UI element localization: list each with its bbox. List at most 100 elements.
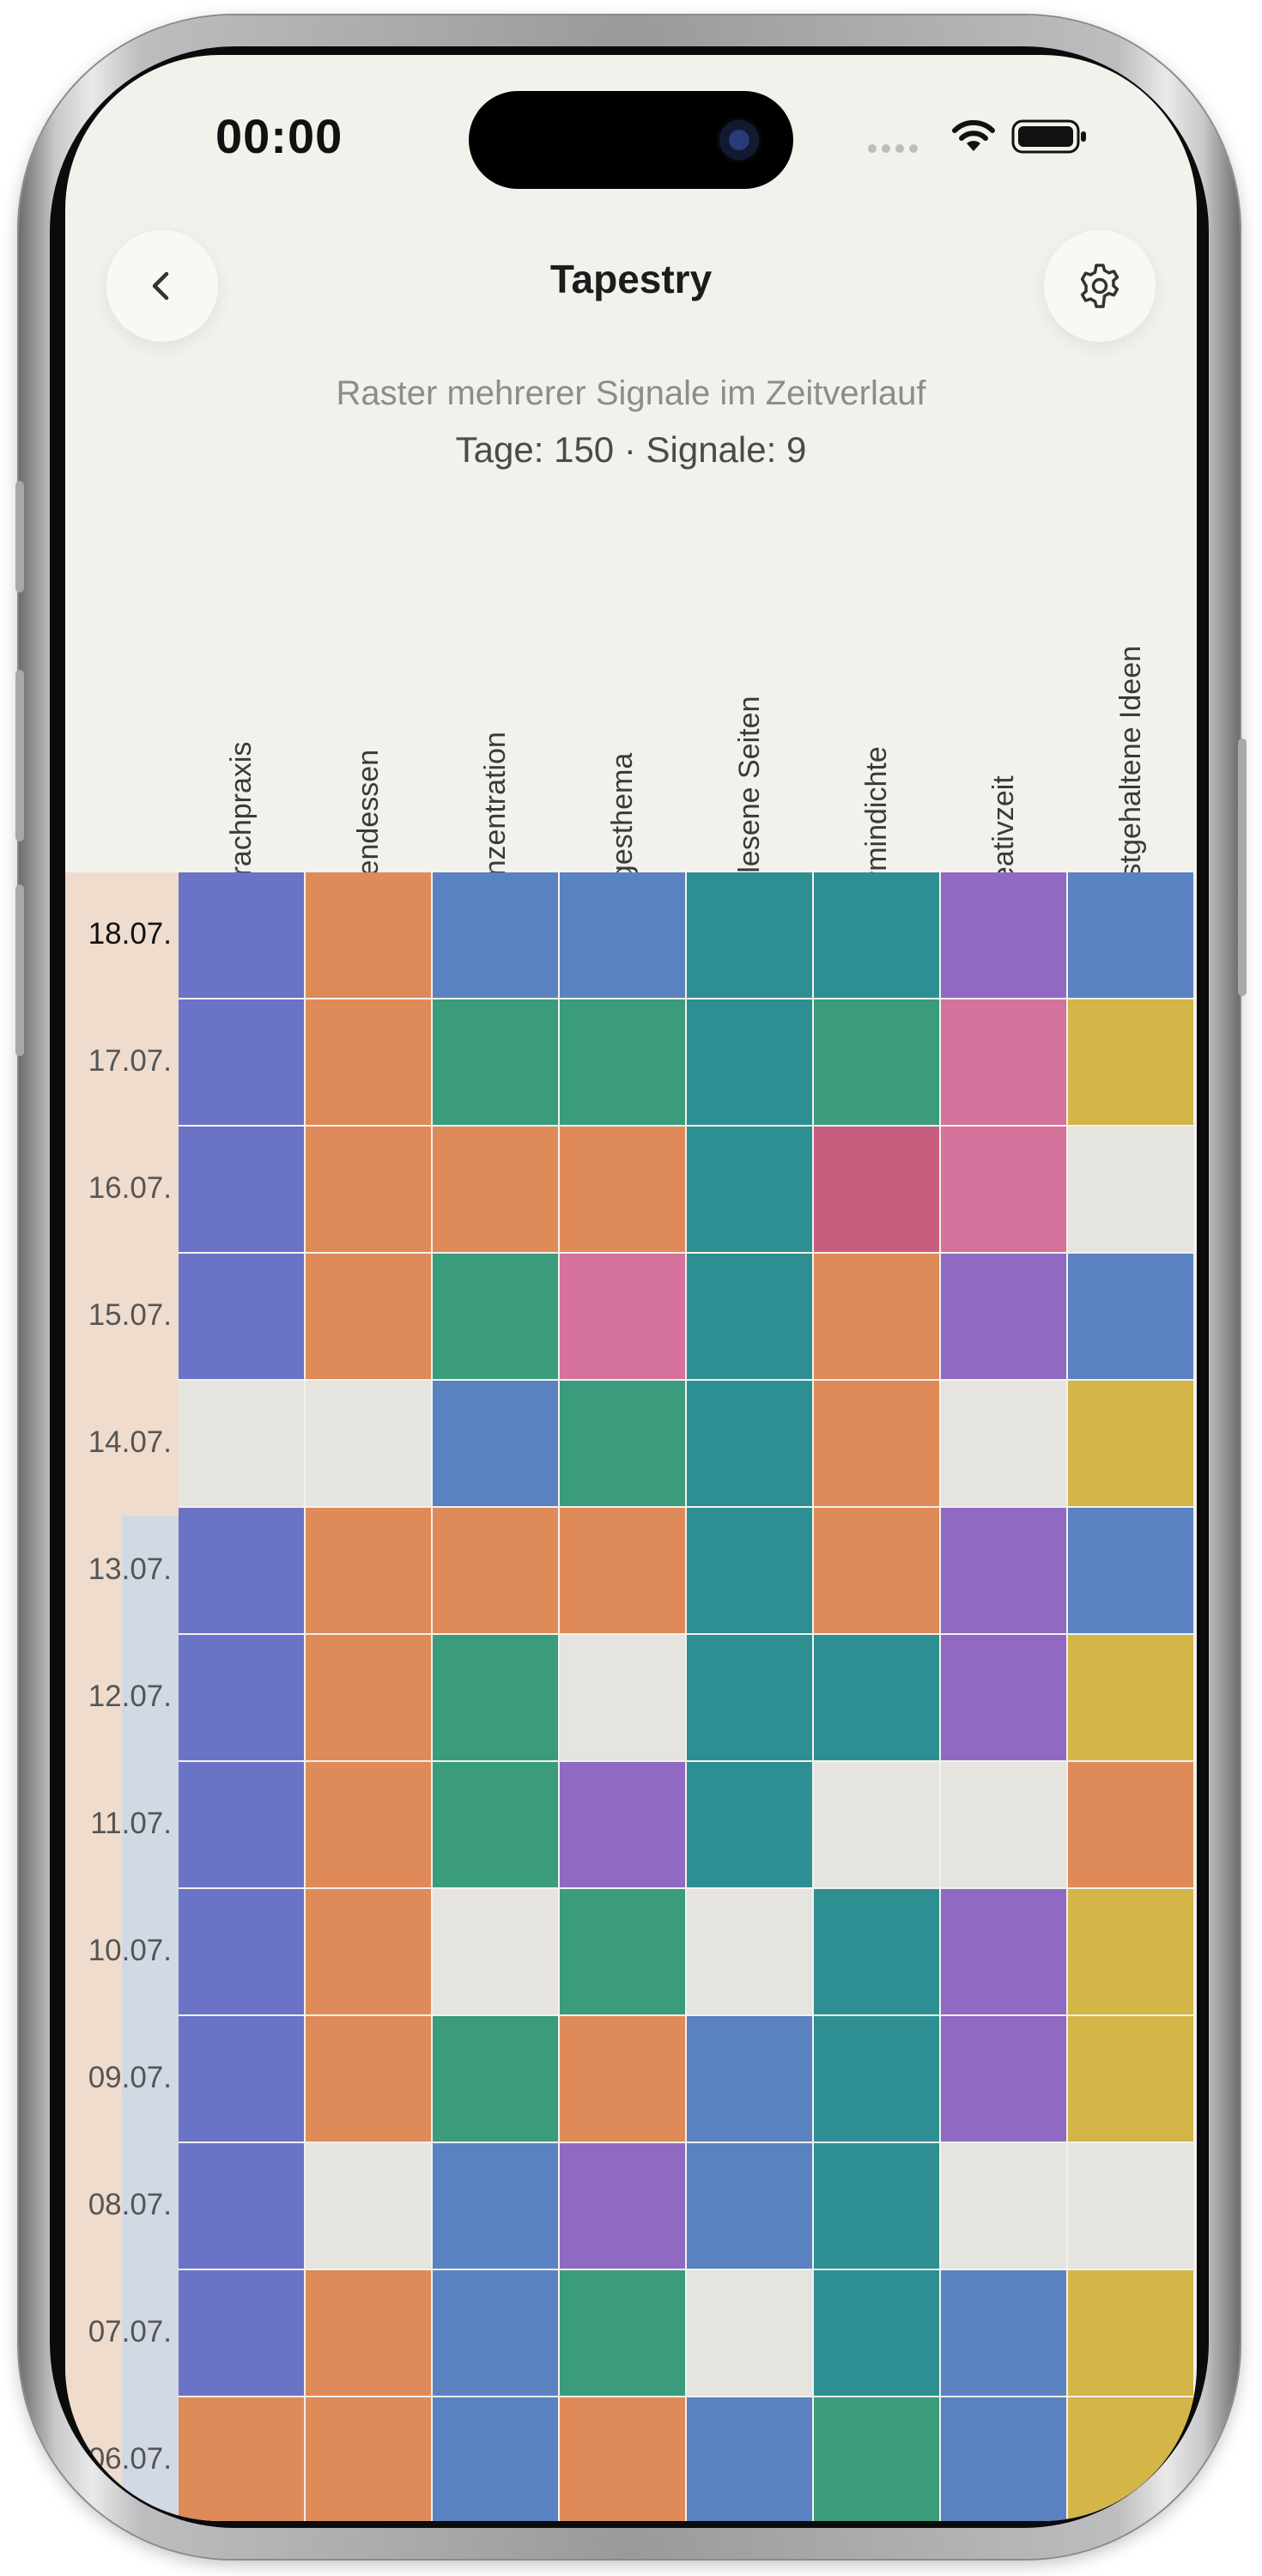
grid-cell[interactable] [814, 1889, 939, 2014]
grid-cell[interactable] [1068, 2016, 1193, 2142]
grid-cell[interactable] [560, 2270, 685, 2396]
grid-cell[interactable] [179, 872, 304, 998]
grid-cell[interactable] [306, 872, 431, 998]
settings-button[interactable] [1044, 230, 1156, 342]
grid-cell[interactable] [433, 1381, 558, 1506]
grid-cell[interactable] [941, 2397, 1066, 2521]
grid-cell[interactable] [814, 1254, 939, 1379]
grid-cell[interactable] [560, 1762, 685, 1887]
grid-cell[interactable] [560, 1889, 685, 2014]
grid-cell[interactable] [1068, 1127, 1193, 1252]
grid-cell[interactable] [433, 2143, 558, 2269]
grid-cell[interactable] [687, 1635, 812, 1760]
grid-cell[interactable] [179, 2016, 304, 2142]
grid-cell[interactable] [179, 1127, 304, 1252]
grid-cell[interactable] [560, 1127, 685, 1252]
grid-cell[interactable] [306, 1635, 431, 1760]
grid-cell[interactable] [941, 2016, 1066, 2142]
grid-cell[interactable] [560, 1254, 685, 1379]
grid-cell[interactable] [941, 2270, 1066, 2396]
grid-cell[interactable] [179, 1889, 304, 2014]
grid-cell[interactable] [560, 2143, 685, 2269]
grid-cell[interactable] [687, 2143, 812, 2269]
grid-cell[interactable] [1068, 1508, 1193, 1633]
grid-cell[interactable] [941, 1254, 1066, 1379]
grid-cell[interactable] [560, 2397, 685, 2521]
grid-cell[interactable] [179, 1762, 304, 1887]
back-button[interactable] [106, 230, 218, 342]
grid-cell[interactable] [179, 1381, 304, 1506]
grid-cell[interactable] [1068, 1635, 1193, 1760]
grid-cell[interactable] [814, 1762, 939, 1887]
grid-cell[interactable] [433, 1127, 558, 1252]
grid-cell[interactable] [941, 1508, 1066, 1633]
grid-cell[interactable] [433, 2397, 558, 2521]
grid-cell[interactable] [814, 1127, 939, 1252]
grid-cell[interactable] [687, 1127, 812, 1252]
grid-cell[interactable] [560, 2016, 685, 2142]
grid-cell[interactable] [814, 872, 939, 998]
grid-cell[interactable] [306, 1254, 431, 1379]
grid-cell[interactable] [179, 1508, 304, 1633]
grid-cell[interactable] [433, 2016, 558, 2142]
grid-cell[interactable] [306, 999, 431, 1125]
grid-cell[interactable] [433, 1889, 558, 2014]
grid-cell[interactable] [687, 999, 812, 1125]
grid-cell[interactable] [306, 1889, 431, 2014]
grid-cell[interactable] [941, 2143, 1066, 2269]
grid-cell[interactable] [687, 872, 812, 998]
grid-cell[interactable] [179, 2143, 304, 2269]
grid-cell[interactable] [1068, 1254, 1193, 1379]
grid-cell[interactable] [814, 1381, 939, 1506]
grid-cell[interactable] [306, 1381, 431, 1506]
grid-cell[interactable] [306, 1508, 431, 1633]
grid-cell[interactable] [179, 2397, 304, 2521]
grid-cell[interactable] [687, 1508, 812, 1633]
grid-cell[interactable] [433, 1254, 558, 1379]
grid-cell[interactable] [687, 2397, 812, 2521]
grid-cell[interactable] [306, 2270, 431, 2396]
grid-cell[interactable] [306, 2016, 431, 2142]
grid-cell[interactable] [179, 1635, 304, 1760]
grid-cell[interactable] [687, 1762, 812, 1887]
grid-cell[interactable] [941, 1889, 1066, 2014]
grid-cell[interactable] [306, 2397, 431, 2521]
grid-cell[interactable] [1068, 1762, 1193, 1887]
grid-cell[interactable] [433, 1635, 558, 1760]
grid-cell[interactable] [1068, 1381, 1193, 1506]
grid-cell[interactable] [687, 2270, 812, 2396]
grid-cell[interactable] [1068, 2270, 1193, 2396]
grid-cell[interactable] [560, 872, 685, 998]
grid-cell[interactable] [814, 2016, 939, 2142]
grid-cell[interactable] [1068, 872, 1193, 998]
grid-cell[interactable] [306, 1127, 431, 1252]
grid-cell[interactable] [560, 1508, 685, 1633]
grid-cell[interactable] [941, 1762, 1066, 1887]
grid-cell[interactable] [1068, 2397, 1193, 2521]
grid-cell[interactable] [560, 999, 685, 1125]
grid-cell[interactable] [814, 1508, 939, 1633]
grid-cell[interactable] [941, 1381, 1066, 1506]
grid-cell[interactable] [433, 999, 558, 1125]
grid-cell[interactable] [179, 1254, 304, 1379]
grid-cell[interactable] [1068, 999, 1193, 1125]
grid-cell[interactable] [306, 2143, 431, 2269]
grid-cell[interactable] [687, 2016, 812, 2142]
grid-cell[interactable] [814, 2143, 939, 2269]
grid-cell[interactable] [941, 1635, 1066, 1760]
grid-cell[interactable] [941, 999, 1066, 1125]
grid-cell[interactable] [814, 2397, 939, 2521]
grid-cell[interactable] [179, 2270, 304, 2396]
grid-cell[interactable] [814, 999, 939, 1125]
grid-cell[interactable] [179, 999, 304, 1125]
grid-cell[interactable] [433, 1762, 558, 1887]
grid-cell[interactable] [433, 872, 558, 998]
grid-cell[interactable] [306, 1762, 431, 1887]
grid-cell[interactable] [433, 2270, 558, 2396]
grid-cell[interactable] [560, 1635, 685, 1760]
grid-cell[interactable] [687, 1889, 812, 2014]
grid-cell[interactable] [814, 1635, 939, 1760]
grid-cell[interactable] [687, 1254, 812, 1379]
grid-cell[interactable] [814, 2270, 939, 2396]
grid-cell[interactable] [941, 872, 1066, 998]
